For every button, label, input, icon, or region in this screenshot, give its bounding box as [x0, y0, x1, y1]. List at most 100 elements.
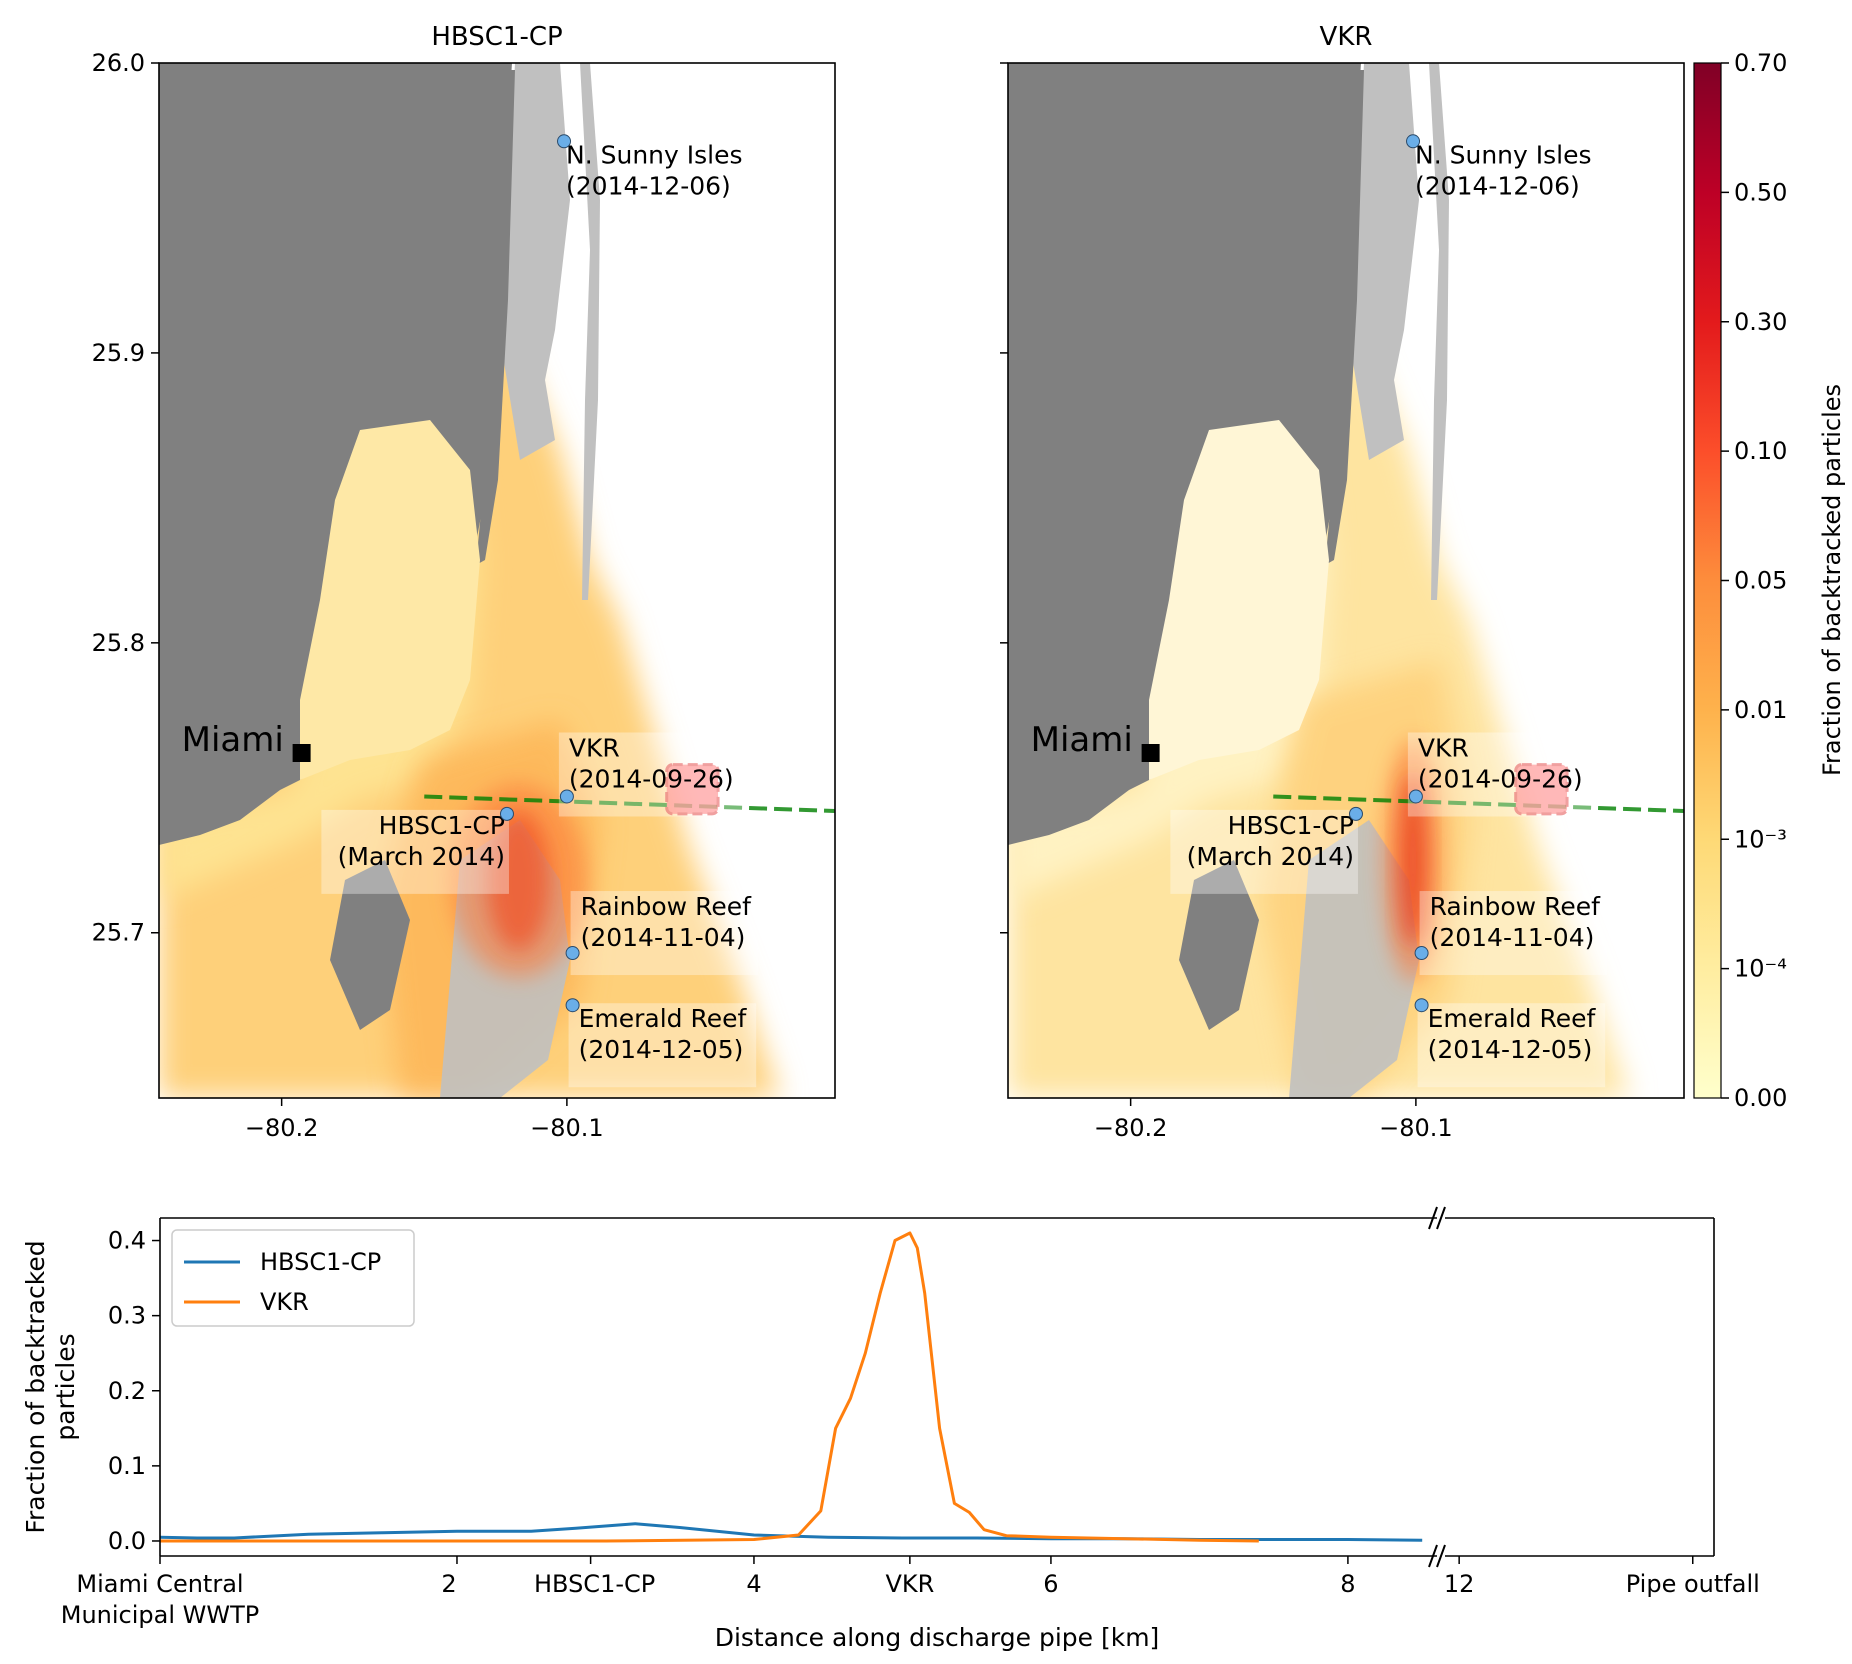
- x-tick-label: −80.2: [245, 1114, 319, 1142]
- map-frame: [1007, 62, 1685, 1099]
- x-tick-label: HBSC1-CP: [534, 1570, 655, 1598]
- x-tick-label: Pipe outfall: [1626, 1570, 1760, 1598]
- x-tick-label: 4: [746, 1570, 761, 1598]
- barrier-island: [1325, 70, 1364, 565]
- outfall-box: [1514, 763, 1569, 816]
- site-label-box: [321, 809, 509, 894]
- pipe-outfall-box: [665, 763, 720, 816]
- x-tick-label: 2: [441, 1570, 456, 1598]
- bay-water-body: [300, 420, 480, 780]
- site-label-box: [570, 891, 759, 976]
- site-label: (2014-12-06): [1415, 171, 1580, 200]
- shoal-north: [1351, 63, 1419, 460]
- colorbar-ticks: 0.70 0.50 0.30 0.10 0.05 0.01 10⁻³ 10⁻⁴ 0.00: [1721, 49, 1787, 1112]
- biscayne-bay: [300, 420, 480, 780]
- city-marker: [1141, 744, 1160, 762]
- axis-break-marks: [1428, 1206, 1446, 1568]
- site-label: (2014-11-04): [1430, 923, 1595, 952]
- barrier-island: [476, 70, 515, 565]
- site-label: VKR: [1418, 733, 1469, 762]
- y-tick-label: 26.0: [92, 49, 145, 77]
- colorbar-tick-label: 0.70: [1734, 49, 1787, 77]
- shoal-north: [502, 63, 570, 460]
- hotspot-core: [487, 810, 550, 951]
- y-tick-label: 0.1: [108, 1452, 146, 1480]
- y-tick-label: 0.3: [108, 1302, 146, 1330]
- x-tick-label: −80.1: [1379, 1114, 1453, 1142]
- site-marker: [1414, 946, 1429, 961]
- site-label: (2014-09-26): [1418, 764, 1583, 793]
- discharge-pipe: [424, 794, 835, 813]
- colorbar-tick-label: 0.30: [1734, 308, 1787, 336]
- series-lines: [160, 1231, 1423, 1543]
- site-label: N. Sunny Isles: [566, 140, 743, 169]
- bay-water-body: [1149, 420, 1329, 780]
- x-tick-label: 6: [1043, 1570, 1058, 1598]
- y-tick-label: 0.0: [108, 1527, 146, 1555]
- axis-break-mark: [1436, 1206, 1446, 1230]
- site-label-box: [1170, 809, 1358, 894]
- x-tick-label: Miami Central: [76, 1570, 243, 1598]
- site-marker: [1408, 789, 1423, 804]
- site-label-box: [1407, 732, 1596, 817]
- x-tick-label: Municipal WWTP: [61, 1601, 260, 1629]
- site-label: Emerald Reef: [579, 1004, 748, 1033]
- map-frame: [158, 62, 836, 1099]
- legend: HBSC1-CP VKR: [171, 1229, 415, 1327]
- site-label: (2014-12-05): [579, 1035, 744, 1064]
- biscayne-bay: [1149, 420, 1329, 780]
- colorbar-tick-label: 0.01: [1734, 696, 1787, 724]
- site-marker: [1348, 806, 1363, 821]
- site-label: (2014-12-05): [1428, 1035, 1593, 1064]
- site-label: (2014-12-06): [566, 171, 731, 200]
- site-marker: [1406, 134, 1421, 149]
- x-axis-ticks: −80.2 −80.1: [245, 1098, 604, 1142]
- y-axis-label: Fraction of backtracked particles: [21, 1240, 80, 1533]
- site-label: VKR: [569, 733, 620, 762]
- y-axis-ticks: 0.0 0.1 0.2 0.3 0.4: [108, 1227, 160, 1555]
- outfall-box: [665, 763, 720, 816]
- y-tick-label: 0.2: [108, 1377, 146, 1405]
- y-axis-label-line-1: Fraction of backtracked: [21, 1240, 50, 1533]
- hotspot-layer: [449, 783, 588, 978]
- legend-label: HBSC1-CP: [260, 1248, 381, 1276]
- x-axis-label: Distance along discharge pipe [km]: [715, 1623, 1160, 1652]
- site-label-box: [1417, 1003, 1606, 1088]
- colorbar-tick-label: 10⁻³: [1734, 825, 1787, 853]
- y-tick-label: 0.4: [108, 1227, 146, 1255]
- discharge-pipe-line: [1273, 794, 1684, 813]
- site-label: HBSC1-CP: [1228, 811, 1354, 840]
- map-title: VKR: [1320, 22, 1373, 52]
- y-tick-label: 25.7: [92, 919, 145, 947]
- site-label: (2014-09-26): [569, 764, 734, 793]
- discharge-pipe-line: [424, 794, 835, 813]
- city-label: Miami: [1031, 720, 1133, 760]
- bay-island: [1179, 860, 1259, 1030]
- axis-break-mark: [1428, 1206, 1438, 1230]
- site-label-box: [1419, 891, 1608, 976]
- colorbar-label: Fraction of backtracked particles: [1818, 384, 1846, 776]
- pipe-outfall-box: [1514, 763, 1569, 816]
- site-label: Emerald Reef: [1428, 1004, 1597, 1033]
- site-marker: [565, 998, 580, 1013]
- y-axis-label-line-2: particles: [51, 1333, 80, 1440]
- x-tick-label: 8: [1340, 1570, 1355, 1598]
- shoal-east-strips: [1429, 63, 1449, 600]
- hotspot-layer: [1381, 738, 1445, 983]
- site-marker: [557, 134, 572, 149]
- x-tick-label: VKR: [885, 1570, 934, 1598]
- y-tick-label: 25.9: [92, 339, 145, 367]
- city-marker: [292, 744, 311, 762]
- plot-frame: [159, 1217, 1715, 1557]
- colorbar-tick-label: 0.10: [1734, 437, 1787, 465]
- series-line-hbsc1-cp: [160, 1522, 1423, 1542]
- x-tick-label: −80.2: [1094, 1114, 1168, 1142]
- city-label: Miami: [182, 720, 284, 760]
- site-marker: [559, 789, 574, 804]
- y-tick-label: 25.8: [92, 629, 145, 657]
- colorbar: 0.70 0.50 0.30 0.10 0.05 0.01 10⁻³ 10⁻⁴ 0.00 Fra…: [1693, 49, 1846, 1112]
- map-title: HBSC1-CP: [431, 22, 562, 52]
